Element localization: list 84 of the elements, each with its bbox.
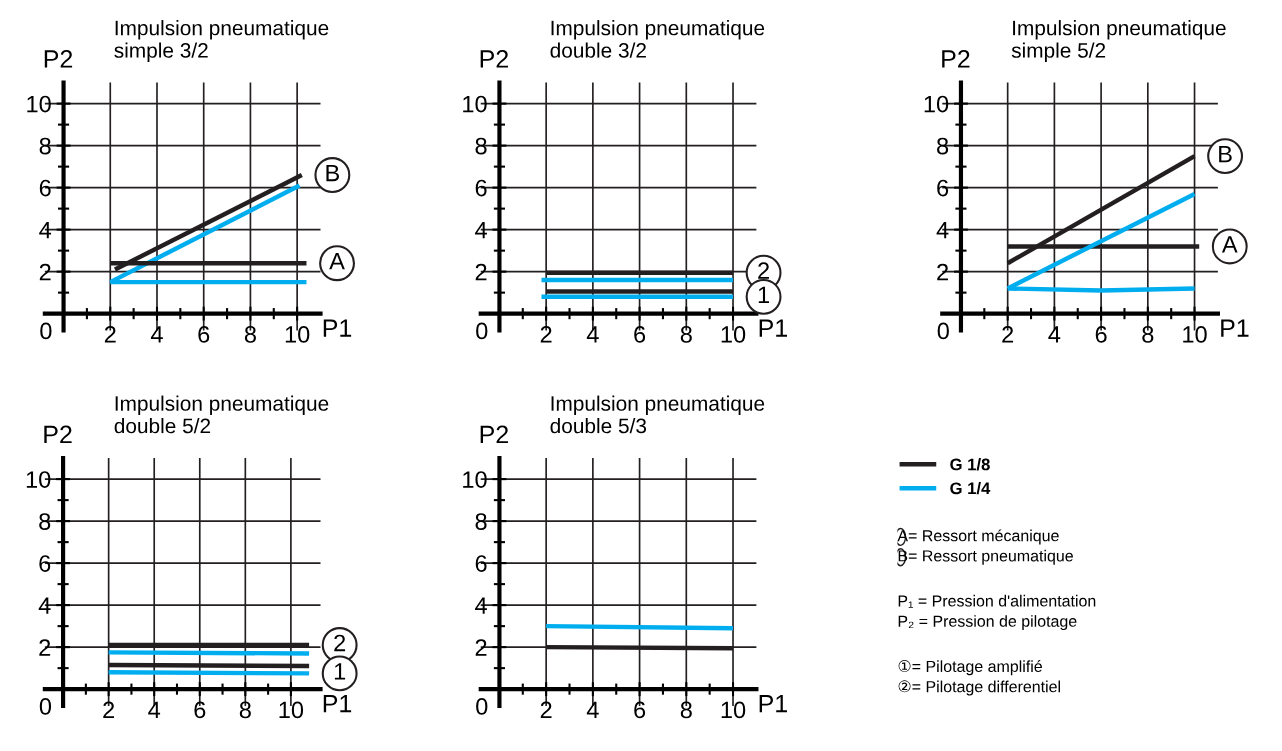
y-tick-label: 8 (475, 137, 487, 155)
y-tick-label: 10 (924, 95, 949, 113)
y-tick-label: 0 (476, 698, 488, 715)
y-tick-label: 6 (475, 179, 487, 197)
x-tick-label: 2 (540, 326, 552, 343)
x-axis-title: P1 (759, 319, 787, 337)
y-tick-label: 2 (937, 263, 948, 281)
x-tick-label: 6 (1095, 326, 1107, 343)
x-tick-label: 6 (198, 326, 210, 343)
y-tick-label: 4 (39, 221, 52, 239)
x-tick-label: 4 (586, 701, 599, 719)
x-tick-label: 6 (194, 701, 206, 719)
x-axis-title: P1 (323, 695, 352, 713)
y-axis-title: P2 (44, 50, 73, 68)
y-tick-label: 4 (936, 221, 949, 239)
y-tick-label: 2 (475, 639, 487, 656)
x-tick-label: 2 (1002, 326, 1014, 343)
annotation: 1 (758, 286, 769, 303)
chart-title: Impulsion pneumatique double 5/2 (114, 395, 329, 434)
x-axis-title: P1 (323, 319, 352, 337)
x-tick-label: 8 (244, 326, 256, 343)
x-tick-label: 10 (279, 701, 304, 719)
y-axis-title: P2 (480, 50, 508, 68)
chart-title: Impulsion pneumatique simple 3/2 (114, 20, 329, 62)
x-tick-label: 10 (721, 326, 746, 343)
text: P₂ = Pression de pilotage (898, 615, 1077, 631)
y-tick-label: 0 (937, 322, 949, 340)
y-tick-label: 2 (39, 639, 51, 656)
y-axis-title: P2 (480, 425, 508, 444)
x-tick-label: 2 (540, 701, 552, 719)
y-tick-label: 8 (937, 137, 949, 155)
x-tick-label: 6 (634, 326, 646, 343)
x-axis-title: P1 (1221, 319, 1249, 337)
y-tick-label: 2 (39, 263, 51, 281)
x-axis-title: P1 (759, 695, 787, 713)
y-axis-title: P2 (942, 50, 970, 68)
text: P₁ = Pression d'alimentation (898, 594, 1096, 608)
x-tick-label: 4 (1048, 326, 1061, 343)
annotation: 1 (334, 663, 346, 680)
y-tick-label: 10 (27, 95, 51, 113)
y-tick-label: 0 (476, 322, 488, 340)
x-tick-label: 8 (1142, 326, 1154, 343)
x-tick-label: 10 (721, 701, 746, 719)
y-axis-title: P2 (44, 425, 72, 444)
text: ②= Pilotage differentiel (898, 680, 1060, 696)
legend-label: G 1/4 (950, 481, 991, 495)
y-tick-label: 4 (38, 597, 51, 614)
chart-title: Impulsion pneumatique double 3/2 (550, 20, 765, 58)
y-tick-label: 8 (39, 513, 51, 530)
x-tick-label: 10 (285, 326, 310, 343)
y-tick-label: 4 (475, 221, 487, 239)
chart-title: Impulsion pneumatique double 5/3 (550, 395, 765, 434)
chart-title: Impulsion pneumatique simple 5/2 (1011, 20, 1226, 62)
y-tick-label: 6 (937, 179, 949, 197)
annotation: 2 (334, 634, 346, 652)
y-tick-label: 10 (463, 95, 487, 113)
legend-label: G 1/8 (950, 458, 990, 471)
annotation: A (329, 253, 345, 270)
annotation: 2 (758, 262, 769, 279)
y-tick-label: 10 (26, 471, 51, 488)
y-tick-label: 0 (39, 698, 52, 715)
x-tick-label: 4 (148, 701, 161, 719)
annotation: A (1221, 236, 1238, 253)
annotation: B (1219, 145, 1232, 163)
y-tick-label: 2 (475, 263, 487, 281)
annotation: B (326, 164, 339, 182)
x-tick-label: 8 (680, 701, 692, 719)
x-tick-label: 4 (150, 326, 163, 343)
y-tick-label: 6 (39, 179, 51, 197)
x-tick-label: 2 (104, 326, 116, 343)
y-tick-label: 0 (40, 322, 52, 340)
y-tick-label: 8 (39, 137, 51, 155)
x-tick-label: 2 (103, 701, 115, 719)
y-tick-label: 6 (39, 555, 51, 572)
x-tick-label: 8 (239, 701, 251, 719)
y-tick-label: 10 (463, 471, 487, 488)
x-tick-label: 6 (634, 701, 646, 719)
text: ①= Pilotage amplifié (898, 660, 1042, 676)
y-tick-label: 6 (475, 555, 487, 572)
x-tick-label: 10 (1183, 326, 1207, 343)
x-tick-label: 4 (586, 326, 599, 343)
y-tick-label: 8 (475, 513, 487, 530)
y-tick-label: 4 (475, 597, 487, 614)
x-tick-label: 8 (680, 326, 692, 343)
